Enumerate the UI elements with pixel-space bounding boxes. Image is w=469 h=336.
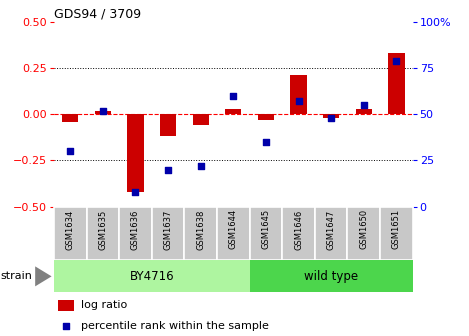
Point: [62, 324, 69, 329]
Bar: [282, 207, 315, 260]
Bar: [54, 260, 250, 292]
Bar: [184, 207, 217, 260]
Text: GSM1635: GSM1635: [98, 209, 107, 250]
Text: GSM1646: GSM1646: [294, 209, 303, 250]
Bar: [160, 114, 176, 136]
Bar: [380, 207, 413, 260]
Point: [262, 139, 270, 144]
Bar: [58, 300, 74, 311]
Text: GSM1634: GSM1634: [66, 209, 75, 250]
Text: GDS94 / 3709: GDS94 / 3709: [54, 7, 141, 20]
Point: [327, 115, 335, 121]
Bar: [217, 207, 250, 260]
Point: [229, 93, 237, 98]
Point: [393, 58, 400, 63]
Bar: [250, 260, 413, 292]
Bar: [193, 114, 209, 125]
Bar: [315, 207, 348, 260]
Bar: [290, 75, 307, 114]
Text: GSM1650: GSM1650: [359, 209, 368, 249]
Polygon shape: [35, 266, 52, 286]
Text: GSM1647: GSM1647: [327, 209, 336, 250]
Bar: [388, 53, 405, 114]
Bar: [152, 207, 184, 260]
Bar: [348, 207, 380, 260]
Bar: [119, 207, 152, 260]
Text: log ratio: log ratio: [81, 300, 127, 310]
Text: GSM1638: GSM1638: [196, 209, 205, 250]
Text: wild type: wild type: [304, 270, 358, 283]
Text: strain: strain: [0, 271, 32, 281]
Bar: [250, 207, 282, 260]
Bar: [127, 114, 144, 192]
Bar: [95, 111, 111, 114]
Text: GSM1645: GSM1645: [261, 209, 271, 249]
Text: GSM1636: GSM1636: [131, 209, 140, 250]
Point: [295, 99, 303, 104]
Bar: [356, 109, 372, 114]
Bar: [87, 207, 119, 260]
Bar: [54, 207, 87, 260]
Bar: [258, 114, 274, 120]
Point: [99, 108, 106, 113]
Bar: [62, 114, 78, 122]
Point: [360, 102, 368, 108]
Point: [164, 167, 172, 172]
Text: GSM1637: GSM1637: [164, 209, 173, 250]
Point: [197, 163, 204, 169]
Text: percentile rank within the sample: percentile rank within the sample: [81, 322, 269, 331]
Bar: [225, 109, 242, 114]
Bar: [323, 114, 340, 118]
Text: BY4716: BY4716: [129, 270, 174, 283]
Point: [132, 189, 139, 195]
Point: [67, 149, 74, 154]
Text: GSM1644: GSM1644: [229, 209, 238, 249]
Text: GSM1651: GSM1651: [392, 209, 401, 249]
